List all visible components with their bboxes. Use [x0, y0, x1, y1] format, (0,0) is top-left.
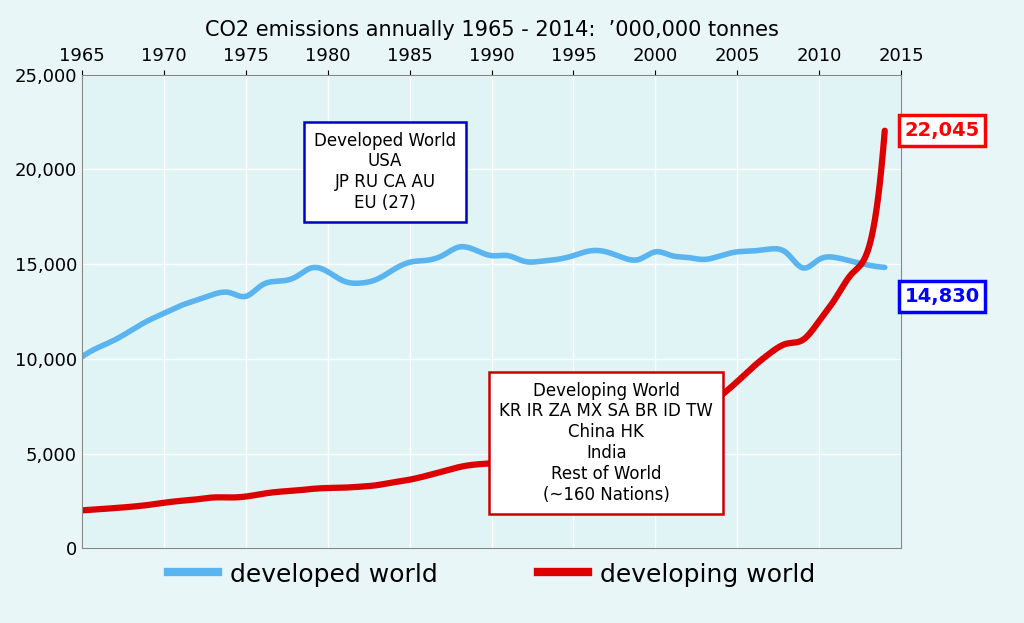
Text: 22,045: 22,045	[904, 121, 980, 140]
Text: Developing World
KR IR ZA MX SA BR ID TW
China HK
India
Rest of World
(~160 Nati: Developing World KR IR ZA MX SA BR ID TW…	[500, 381, 713, 503]
Text: Developed World
USA
JP RU CA AU
EU (27): Developed World USA JP RU CA AU EU (27)	[314, 131, 456, 212]
Title: CO2 emissions annually 1965 - 2014:  ’000,000 tonnes: CO2 emissions annually 1965 - 2014: ’000…	[205, 20, 778, 40]
Text: 14,830: 14,830	[904, 287, 980, 306]
Legend: developed world, developing world: developed world, developing world	[158, 551, 825, 597]
